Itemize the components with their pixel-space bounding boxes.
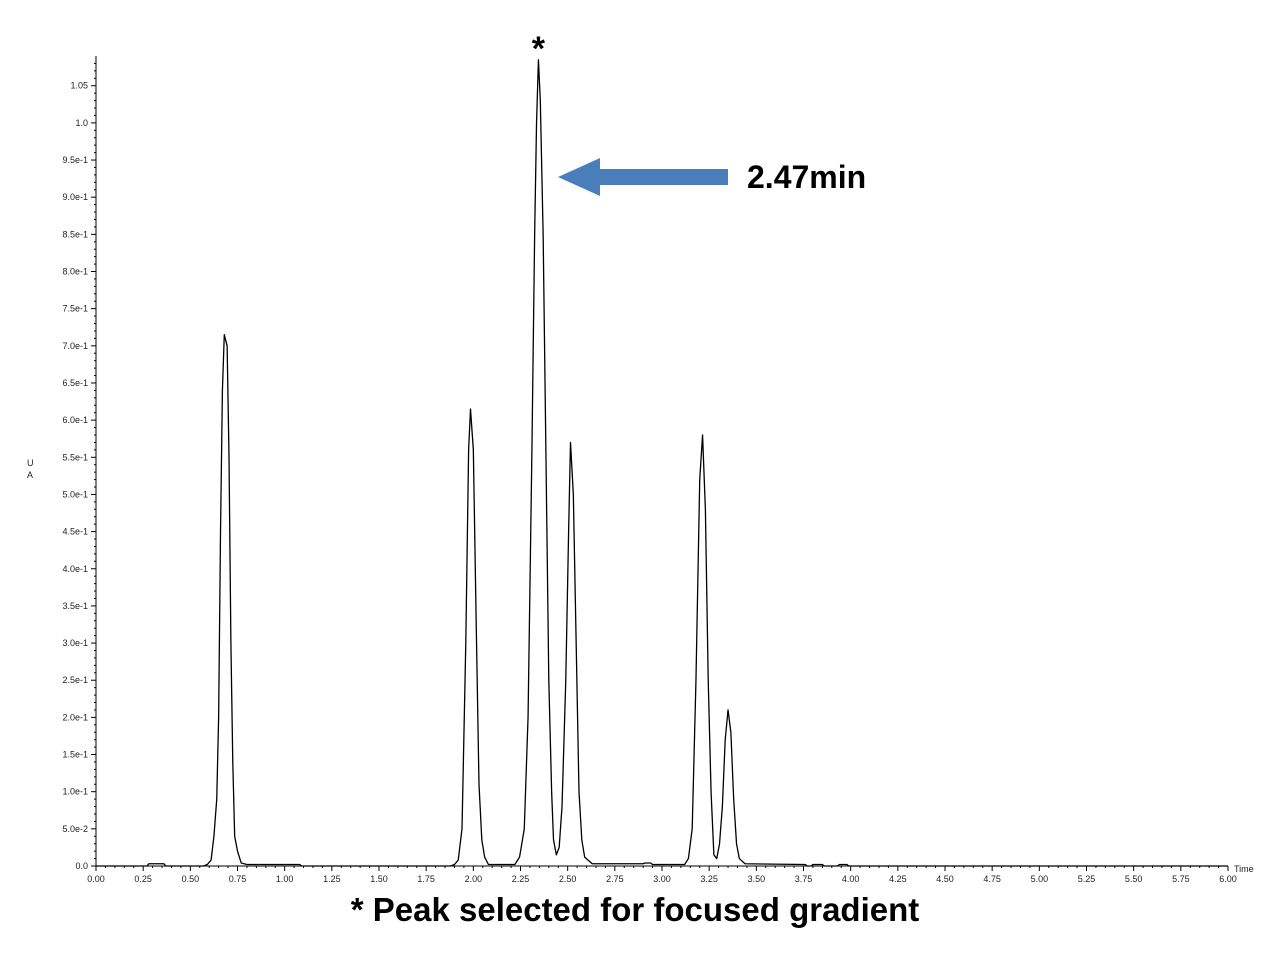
y-tick-label: 5.5e-1: [62, 452, 88, 462]
x-tick-label: 1.75: [417, 874, 435, 884]
y-tick-label: 0.0: [75, 861, 88, 871]
y-tick-label: 7.5e-1: [62, 304, 88, 314]
y-tick-label: 6.0e-1: [62, 415, 88, 425]
y-tick-label: 1.0e-1: [62, 787, 88, 797]
y-tick-label: 8.5e-1: [62, 229, 88, 239]
x-tick-label: 2.00: [465, 874, 483, 884]
x-tick-label: 4.25: [889, 874, 907, 884]
x-tick-label: 4.75: [983, 874, 1001, 884]
x-tick-label: 0.25: [134, 874, 152, 884]
x-tick-label: 5.00: [1031, 874, 1049, 884]
y-tick-label: 1.5e-1: [62, 750, 88, 760]
x-tick-label: 3.25: [700, 874, 718, 884]
x-tick-label: 6.00: [1219, 874, 1237, 884]
x-tick-label: 3.00: [653, 874, 671, 884]
x-tick-label: 0.50: [182, 874, 200, 884]
y-tick-label: 5.0e-1: [62, 489, 88, 499]
y-tick-label: 2.0e-1: [62, 712, 88, 722]
x-tick-label: 0.00: [87, 874, 105, 884]
y-tick-label: 7.0e-1: [62, 341, 88, 351]
y-tick-label: 1.05: [70, 81, 88, 91]
y-tick-label: 9.5e-1: [62, 155, 88, 165]
y-tick-label: 5.0e-2: [62, 824, 88, 834]
x-tick-label: 5.50: [1125, 874, 1143, 884]
y-axis-label-char: A: [27, 470, 33, 480]
y-tick-label: 4.0e-1: [62, 564, 88, 574]
x-tick-label: 3.75: [795, 874, 813, 884]
x-tick-label: 2.75: [606, 874, 624, 884]
x-tick-label: 4.00: [842, 874, 860, 884]
y-tick-label: 3.0e-1: [62, 638, 88, 648]
chromatogram-series-line: [96, 59, 1228, 867]
x-tick-label: 2.25: [512, 874, 530, 884]
y-ticks: 0.0 5.0e-2 1.0e-1 1.5e-1 2.0e-1 2.5e-1 3.0e-1 3…: [62, 62, 96, 871]
y-tick-label: 2.5e-1: [62, 675, 88, 685]
x-tick-label: 1.00: [276, 874, 294, 884]
y-tick-label: 9.0e-1: [62, 192, 88, 202]
y-tick-label: 4.5e-1: [62, 527, 88, 537]
peak-marker-asterisk: *: [532, 30, 546, 68]
y-tick-label: 8.0e-1: [62, 267, 88, 277]
x-axis-label: Time: [1234, 864, 1254, 874]
y-axis-label-char: U: [27, 458, 34, 468]
x-tick-label: 3.50: [748, 874, 766, 884]
figure-caption: * Peak selected for focused gradient: [351, 891, 920, 928]
x-tick-label: 1.50: [370, 874, 388, 884]
x-tick-label: 4.50: [936, 874, 954, 884]
x-tick-label: 0.75: [229, 874, 247, 884]
x-tick-label: 5.75: [1172, 874, 1190, 884]
retention-time-label: 2.47min: [747, 159, 866, 195]
x-tick-label: 2.50: [559, 874, 577, 884]
y-tick-label: 6.5e-1: [62, 378, 88, 388]
x-tick-label: 5.25: [1078, 874, 1096, 884]
y-tick-label: 3.5e-1: [62, 601, 88, 611]
axes: 0.0 5.0e-2 1.0e-1 1.5e-1 2.0e-1 2.5e-1 3.0e-1 3…: [62, 56, 1237, 884]
x-ticks: 0.00 0.25 0.50 0.75 1.00 1.25 1.50 1.75 2.00 2.25…: [87, 866, 1237, 884]
y-tick-label: 1.0: [75, 118, 88, 128]
arrow-icon: [558, 158, 728, 196]
x-tick-label: 1.25: [323, 874, 341, 884]
